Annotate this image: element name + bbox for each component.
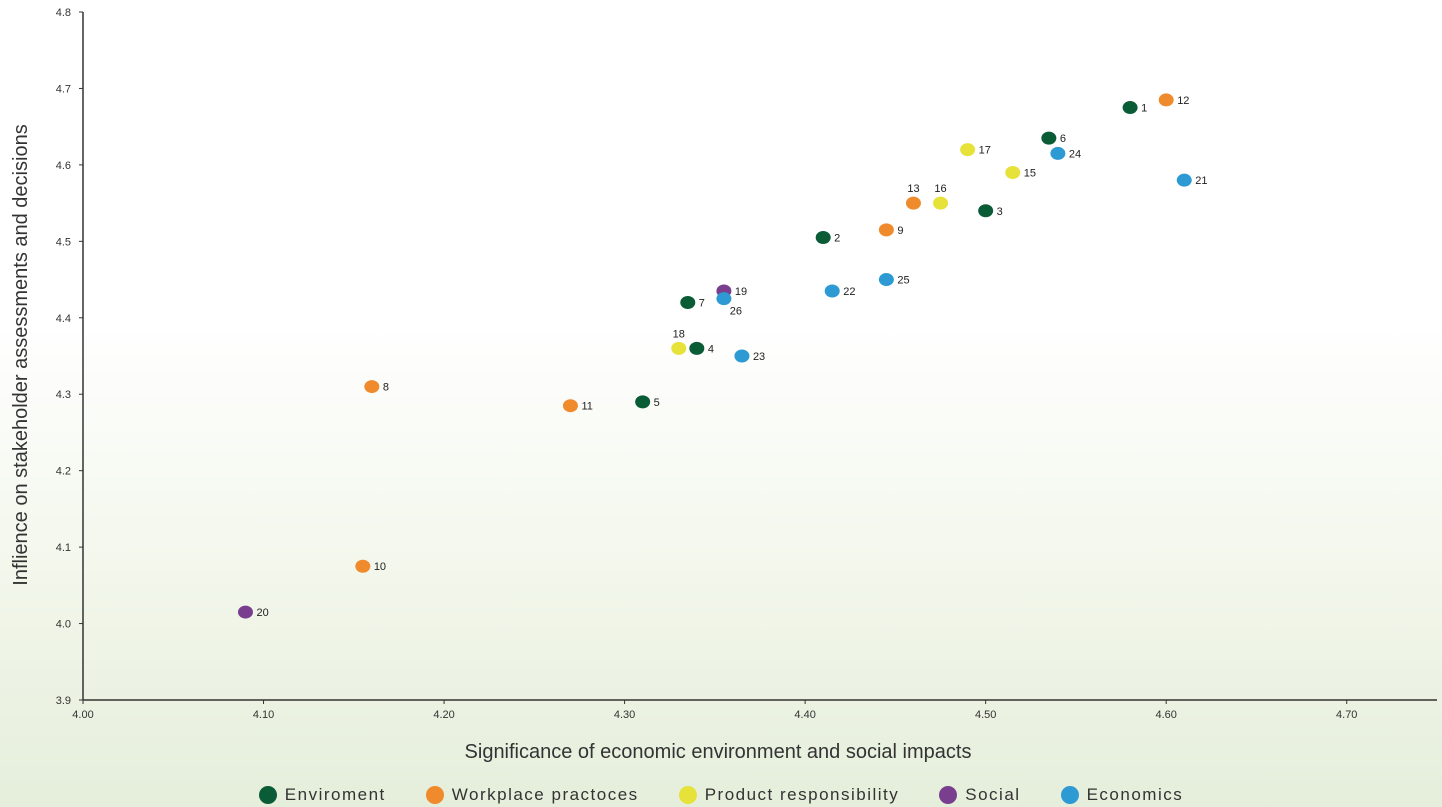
x-tick-label: 4.50 <box>975 709 996 721</box>
y-tick-label: 4.6 <box>56 160 71 172</box>
legend: Enviroment Workplace practoces Product res… <box>0 783 1442 807</box>
data-point-11 <box>562 399 578 413</box>
y-tick-label: 4.7 <box>56 83 71 95</box>
legend-swatch <box>939 786 958 804</box>
data-point-22 <box>824 284 840 298</box>
scatter-chart: 4.00 4.10 4.20 4.30 4.40 4.50 4.60 4.70 3.9 4.0 4… <box>10 7 1437 763</box>
x-tick-label: 4.70 <box>1336 709 1357 721</box>
data-point-label: 22 <box>843 286 855 298</box>
data-point-24 <box>1050 146 1066 160</box>
legend-label: Economics <box>1086 785 1184 804</box>
data-point-label: 6 <box>1060 133 1066 145</box>
data-point-label: 19 <box>735 286 747 298</box>
x-tick-label: 4.10 <box>253 709 274 721</box>
data-points: 1234567891011121315161718192021222324252… <box>237 93 1208 619</box>
data-point-label: 11 <box>581 401 592 413</box>
data-point-label: 21 <box>1195 175 1207 187</box>
data-point-label: 26 <box>730 306 742 318</box>
legend-label: Enviroment <box>284 785 386 804</box>
data-point-label: 20 <box>256 607 268 619</box>
legend-label: Social <box>965 785 1021 804</box>
x-tick-label: 4.40 <box>794 709 815 721</box>
legend-item-env: Enviroment <box>258 785 386 805</box>
data-point-label: 13 <box>907 183 919 195</box>
data-point-10 <box>355 559 371 573</box>
data-point-18 <box>671 341 687 355</box>
data-point-9 <box>878 223 894 237</box>
data-point-21 <box>1176 173 1192 187</box>
data-point-4 <box>689 341 705 355</box>
axes <box>82 12 1437 701</box>
data-point-label: 16 <box>934 183 946 195</box>
data-point-label: 1 <box>1141 103 1147 115</box>
legend-swatch <box>258 786 277 804</box>
legend-swatch <box>678 786 697 804</box>
x-axis-title: Significance of economic environment and… <box>465 741 972 763</box>
x-tick-label: 4.20 <box>433 709 454 721</box>
y-tick-label: 4.8 <box>56 7 71 19</box>
data-point-label: 23 <box>753 351 765 363</box>
legend-item-soc: Social <box>939 785 1020 805</box>
legend-label: Workplace practoces <box>451 785 639 804</box>
y-tick-label: 4.3 <box>56 389 71 401</box>
data-point-2 <box>815 231 831 245</box>
data-point-label: 8 <box>383 382 389 394</box>
legend-item-work: Workplace practoces <box>425 785 639 805</box>
y-tick-label: 4.2 <box>56 466 71 478</box>
data-point-25 <box>878 273 894 287</box>
data-point-label: 15 <box>1024 168 1036 180</box>
data-point-label: 5 <box>654 397 660 409</box>
x-tick-label: 4.00 <box>72 709 93 721</box>
y-tick-label: 3.9 <box>56 695 71 707</box>
data-point-16 <box>933 196 949 210</box>
y-tick-label: 4.1 <box>56 542 71 554</box>
y-axis-title: Inflience on stakeholder assessments and… <box>10 124 32 585</box>
data-point-17 <box>960 143 976 157</box>
y-tick-label: 4.4 <box>56 313 71 325</box>
x-tick-label: 4.60 <box>1155 709 1176 721</box>
data-point-label: 10 <box>374 561 386 573</box>
data-point-23 <box>734 349 750 363</box>
data-point-8 <box>364 380 380 394</box>
data-point-5 <box>635 395 651 409</box>
x-tick-label: 4.30 <box>614 709 635 721</box>
legend-swatch <box>425 786 444 804</box>
data-point-label: 9 <box>897 225 903 237</box>
data-point-label: 4 <box>708 343 714 355</box>
data-point-1 <box>1122 101 1138 115</box>
data-point-26 <box>716 292 732 306</box>
data-point-15 <box>1005 166 1021 180</box>
data-point-6 <box>1041 131 1057 145</box>
y-axis-ticks: 3.9 4.0 4.1 4.2 4.3 4.4 4.5 4.6 4.7 4.8 <box>56 7 83 707</box>
data-point-label: 7 <box>699 297 705 309</box>
legend-item-prod: Product responsibility <box>678 785 900 805</box>
legend-label: Product responsibility <box>704 785 900 804</box>
data-point-label: 3 <box>997 206 1003 218</box>
data-point-12 <box>1158 93 1174 107</box>
data-point-20 <box>237 605 253 619</box>
data-point-label: 12 <box>1177 95 1189 107</box>
data-point-label: 24 <box>1069 148 1081 160</box>
legend-swatch <box>1060 786 1079 804</box>
data-point-label: 18 <box>673 328 685 340</box>
y-tick-label: 4.0 <box>56 619 71 631</box>
data-point-label: 25 <box>897 275 909 287</box>
data-point-label: 17 <box>979 145 991 157</box>
x-axis-ticks: 4.00 4.10 4.20 4.30 4.40 4.50 4.60 4.70 <box>72 700 1357 721</box>
legend-item-eco: Economics <box>1060 785 1184 805</box>
data-point-label: 2 <box>834 233 840 245</box>
data-point-7 <box>680 295 696 309</box>
data-point-13 <box>905 196 921 210</box>
data-point-3 <box>978 204 994 218</box>
y-tick-label: 4.5 <box>56 236 71 248</box>
